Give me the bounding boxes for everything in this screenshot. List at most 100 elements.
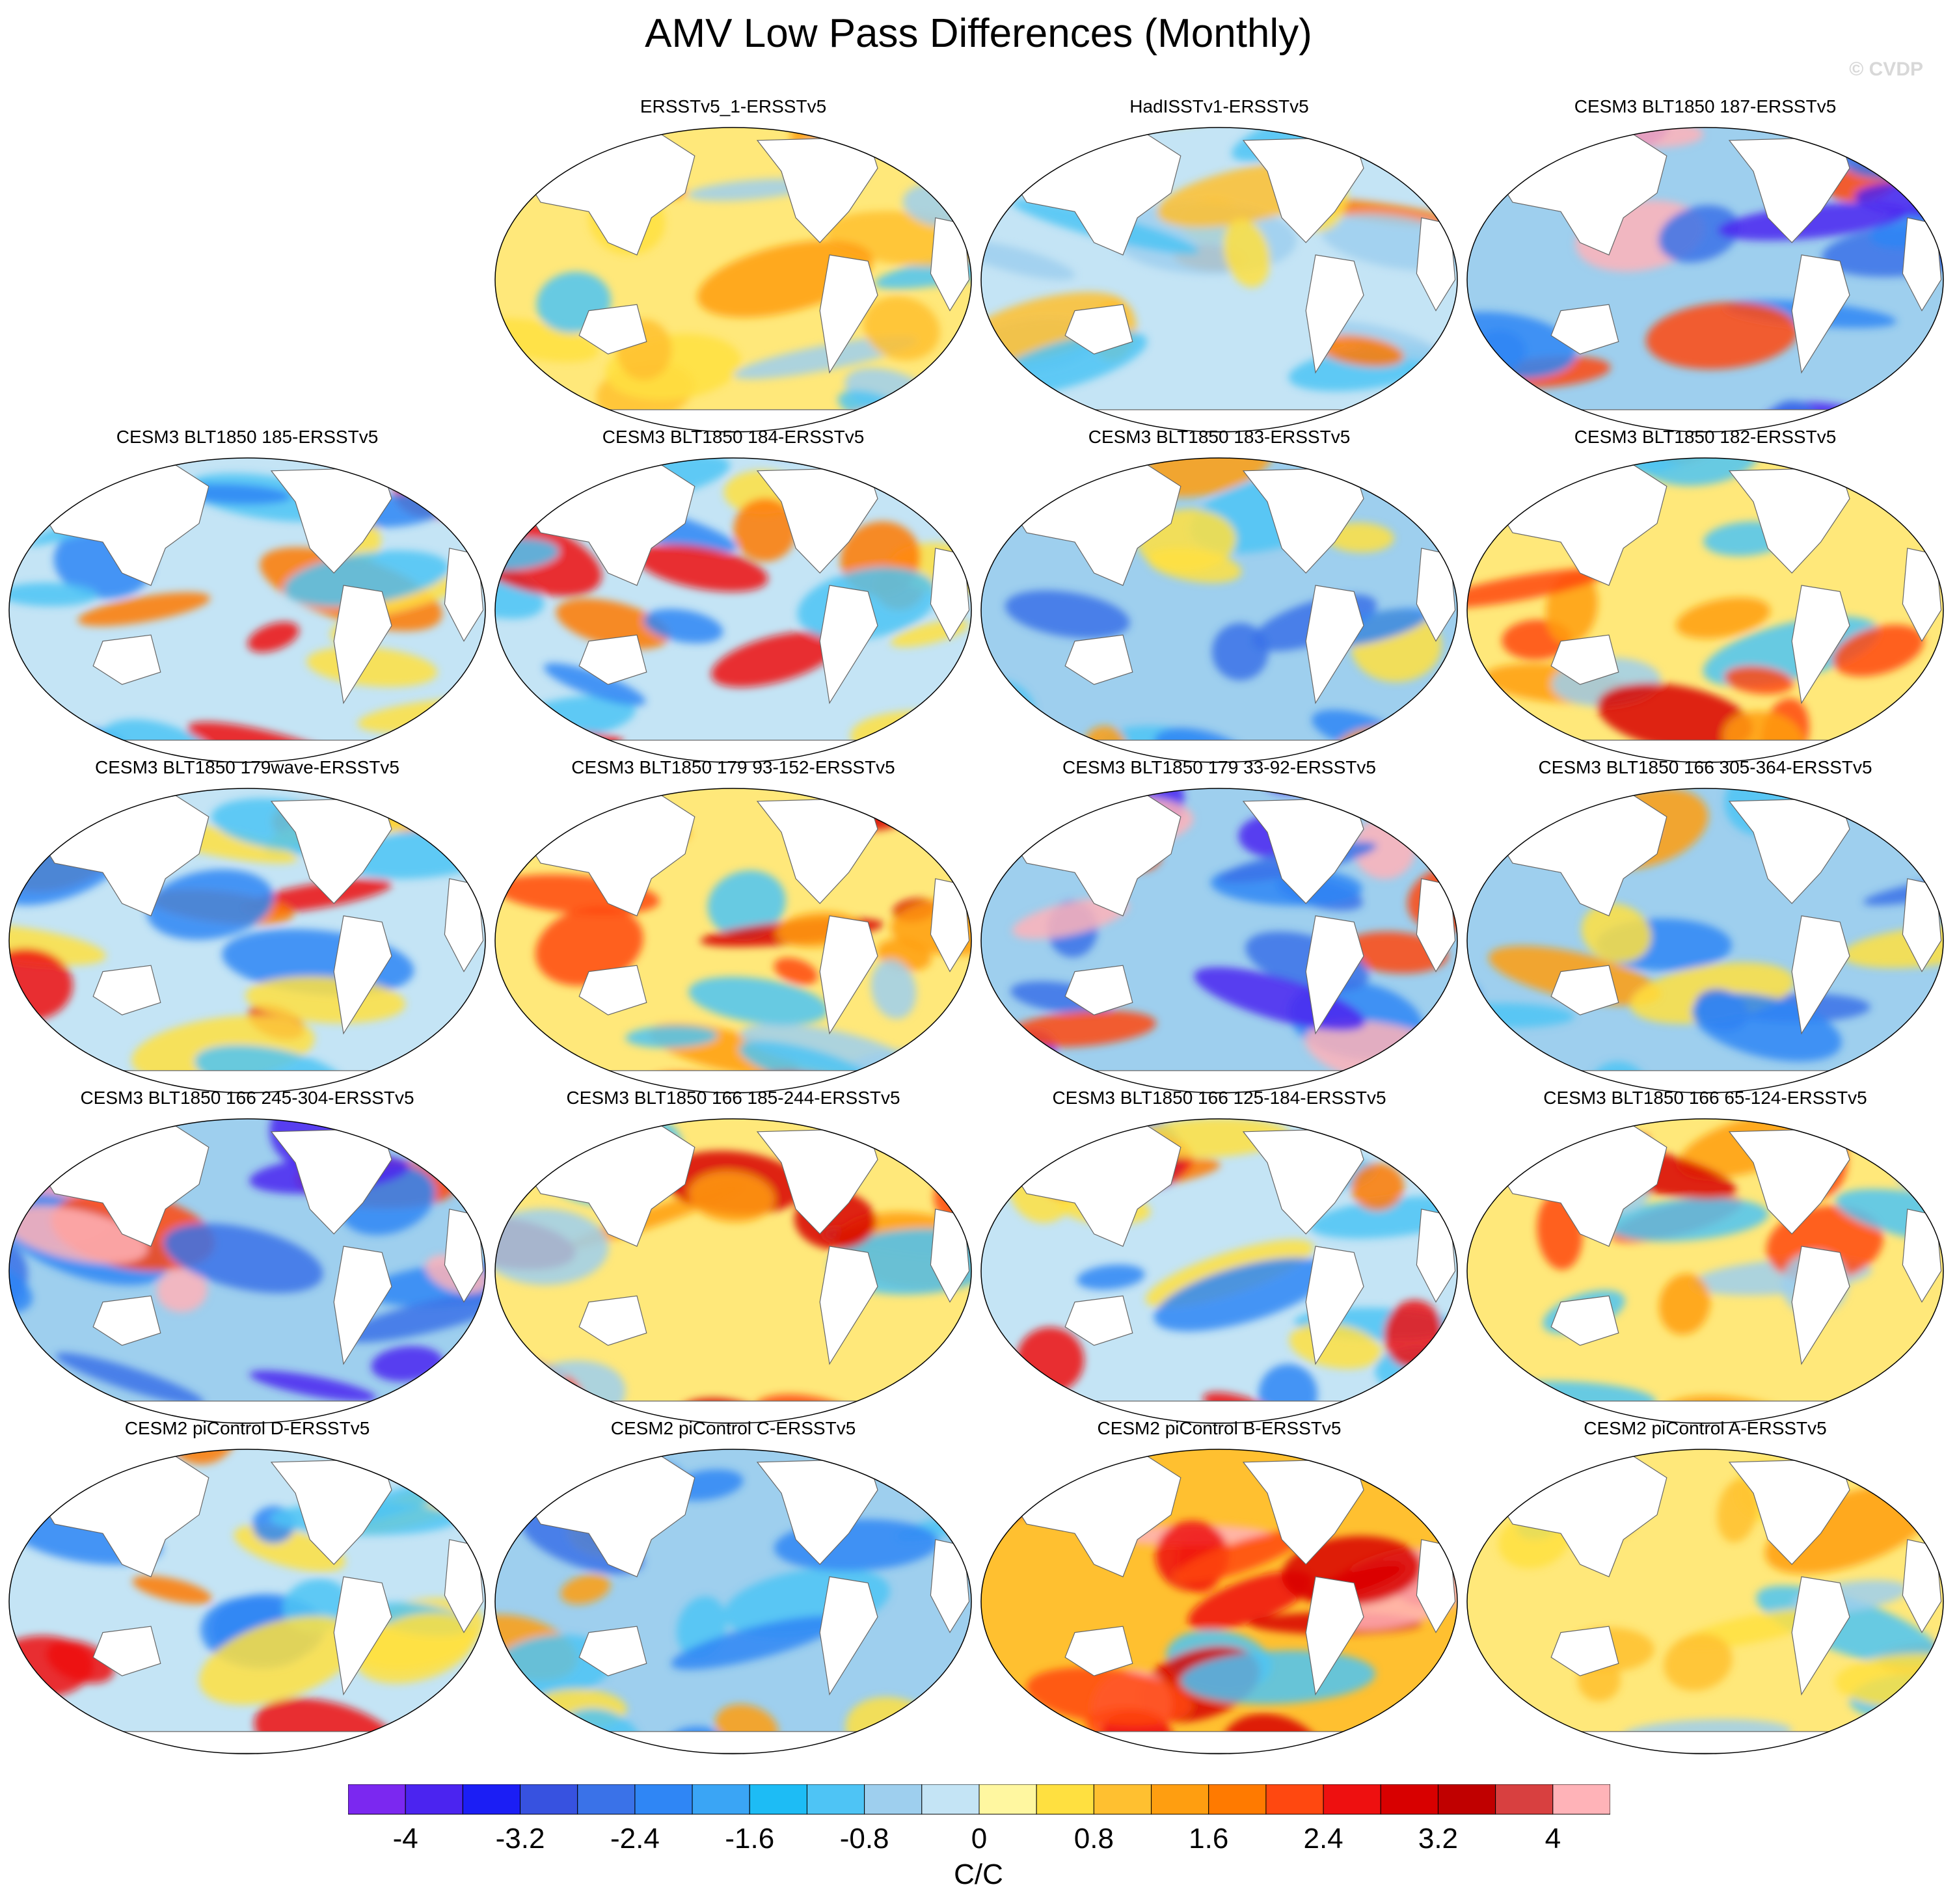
- anomaly-patch: [249, 1370, 377, 1402]
- colorbar-swatch: [864, 1784, 923, 1815]
- anomaly-patch: [560, 1574, 611, 1605]
- land-mask: [92, 1626, 161, 1676]
- robinson-map: [8, 788, 486, 1093]
- colorbar: [348, 1784, 1610, 1815]
- anomaly-patch: [495, 1208, 609, 1285]
- colorbar-tick: -2.4: [610, 1823, 660, 1855]
- colorbar-swatch: [577, 1784, 636, 1815]
- robinson-map: [1466, 127, 1944, 433]
- panel-title: CESM3 BLT1850 185-ERSSTv5: [116, 427, 379, 447]
- anomaly-patch: [55, 1352, 204, 1406]
- land-mask: [578, 965, 647, 1015]
- map-border: [980, 788, 1458, 1093]
- map-panel: CESM2 piControl B-ERSSTv5: [978, 1418, 1460, 1754]
- map-panel: CESM3 BLT1850 179wave-ERSSTv5: [7, 757, 488, 1093]
- land-mask: [819, 1246, 878, 1365]
- anomaly-patch: [1026, 1667, 1192, 1726]
- map-panel: CESM3 BLT1850 179 93-152-ERSSTv5: [493, 757, 974, 1093]
- robinson-map: [1466, 457, 1944, 763]
- anomaly-patch: [1637, 458, 1762, 486]
- anomaly-patch: [9, 582, 98, 606]
- land-mask: [1487, 1731, 1923, 1754]
- anomaly-patch: [556, 598, 670, 650]
- anomaly-patch: [733, 336, 918, 379]
- colorbar-swatch: [1552, 1784, 1610, 1815]
- colorbar-swatch: [1036, 1784, 1094, 1815]
- land-mask: [1550, 1295, 1619, 1346]
- colorbar-swatch: [1437, 1784, 1496, 1815]
- anomaly-patch: [1077, 1265, 1145, 1290]
- anomaly-patch: [146, 869, 274, 940]
- map-border: [494, 457, 972, 763]
- colorbar-swatch: [1265, 1784, 1324, 1815]
- colorbar-tick: -4: [392, 1823, 418, 1855]
- anomaly-patch: [1718, 202, 1908, 241]
- anomaly-patch: [355, 1613, 476, 1684]
- anomaly-patch: [1717, 1479, 1759, 1543]
- map-border: [8, 1449, 486, 1754]
- figure-title: AMV Low Pass Differences (Monthly): [645, 11, 1312, 56]
- anomaly-patch: [450, 1124, 485, 1175]
- anomaly-patch: [688, 976, 829, 1025]
- anomaly-patch: [1802, 1116, 1946, 1121]
- anomaly-patch: [247, 622, 299, 652]
- land-mask: [1550, 634, 1619, 685]
- map-border: [494, 788, 972, 1093]
- anomaly-patch: [625, 1025, 718, 1048]
- land-mask: [1305, 1576, 1364, 1696]
- panel-title: CESM2 piControl B-ERSSTv5: [1097, 1418, 1342, 1438]
- land-mask: [819, 1576, 878, 1696]
- anomaly-patch: [1187, 1570, 1313, 1631]
- land-mask: [1550, 965, 1619, 1015]
- anomaly-patch: [740, 1023, 910, 1075]
- map-border: [980, 457, 1458, 763]
- map-panel: CESM3 BLT1850 183-ERSSTv5: [978, 427, 1460, 763]
- colorbar-swatch: [1208, 1784, 1267, 1815]
- colorbar-swatch: [405, 1784, 463, 1815]
- panel-title: CESM3 BLT1850 179wave-ERSSTv5: [95, 757, 399, 777]
- panel-title: CESM2 piControl A-ERSSTv5: [1584, 1418, 1827, 1438]
- land-mask: [29, 1731, 465, 1754]
- colorbar-swatch: [348, 1784, 406, 1815]
- map-border: [1466, 788, 1944, 1093]
- map-border: [494, 127, 972, 433]
- land-mask: [333, 585, 392, 704]
- colorbar-tick: 2.4: [1303, 1823, 1343, 1855]
- panel-title: HadISSTv1-ERSSTv5: [1129, 96, 1309, 116]
- colorbar-tick: -3.2: [495, 1823, 545, 1855]
- anomaly-patch: [688, 1171, 774, 1222]
- colorbar-swatch: [634, 1784, 693, 1815]
- map-panel: CESM3 BLT1850 187-ERSSTv5: [1464, 96, 1946, 433]
- anomaly-patch: [9, 923, 107, 966]
- robinson-map: [980, 1449, 1458, 1754]
- map-border: [980, 1449, 1458, 1754]
- colorbar-swatch: [1380, 1784, 1438, 1815]
- anomaly-patch: [9, 1206, 148, 1264]
- land-mask: [819, 254, 878, 374]
- anomaly-patch: [434, 1708, 485, 1752]
- land-mask: [1001, 1731, 1437, 1754]
- panel-title: CESM2 piControl D-ERSSTv5: [124, 1418, 370, 1438]
- colorbar-swatch: [1151, 1784, 1209, 1815]
- anomaly-patch: [587, 1119, 634, 1129]
- anomaly-patch: [636, 544, 768, 592]
- robinson-map: [980, 788, 1458, 1093]
- anomaly-patch: [199, 1616, 358, 1705]
- anomaly-patch: [156, 1268, 208, 1313]
- anomaly-patch: [343, 1291, 485, 1343]
- colorbar-swatch: [1093, 1784, 1152, 1815]
- anomaly-patch: [1007, 1010, 1157, 1047]
- colorbar-swatch: [1495, 1784, 1554, 1815]
- land-mask: [578, 1626, 647, 1676]
- anomaly-patch: [1012, 898, 1129, 939]
- colorbar-swatch: [462, 1784, 521, 1815]
- anomaly-patch: [1317, 334, 1405, 367]
- land-mask: [333, 1576, 392, 1696]
- land-mask: [1791, 585, 1850, 704]
- anomaly-patch: [733, 498, 797, 562]
- anomaly-patch: [643, 608, 723, 643]
- land-mask: [1791, 1246, 1850, 1365]
- anomaly-patch: [1147, 548, 1242, 583]
- colorbar-swatch: [692, 1784, 750, 1815]
- land-mask: [578, 1295, 647, 1346]
